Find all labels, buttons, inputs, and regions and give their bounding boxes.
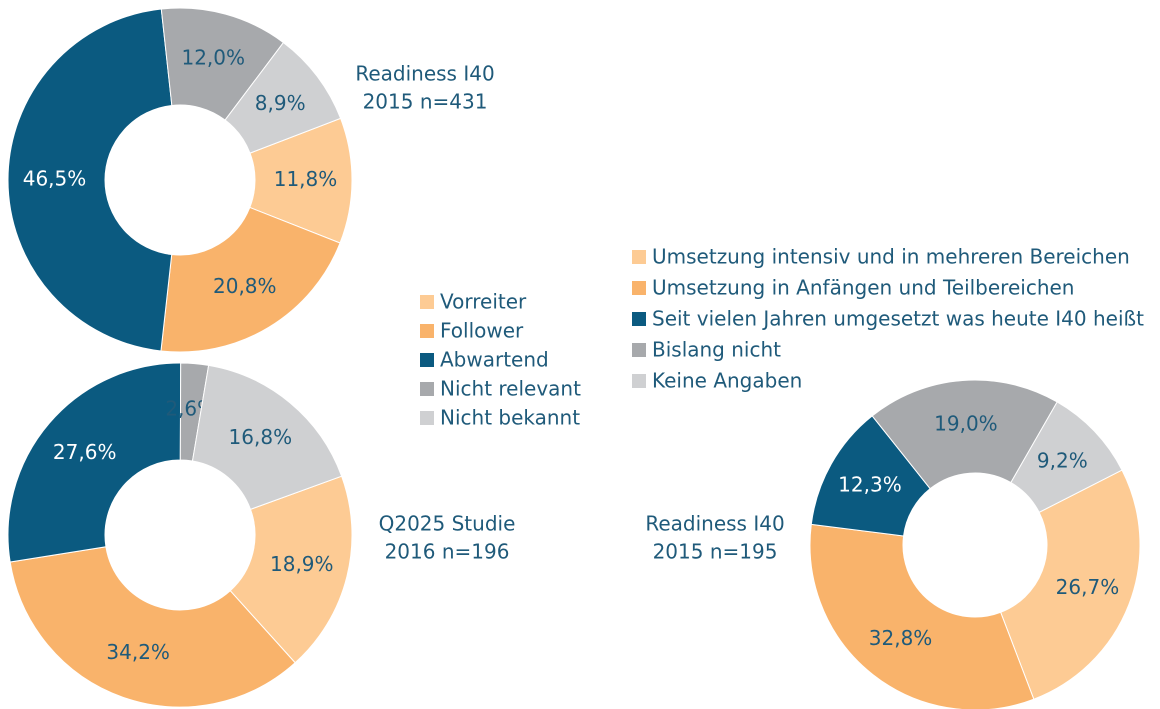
- legend-label: Nicht relevant: [440, 377, 581, 401]
- donut-slice: [1010, 401, 1123, 513]
- legend-swatch: [632, 374, 646, 388]
- slice-label: 27,6%: [53, 440, 117, 464]
- chart-title: Q2025 Studie: [379, 512, 516, 536]
- donut-slice: [871, 379, 1058, 490]
- slice-label: 12,3%: [838, 472, 902, 496]
- chart-subtitle: 2015 n=195: [653, 540, 778, 564]
- donut-slice: [160, 206, 341, 353]
- donut-slice: [7, 362, 182, 563]
- legend-label: Umsetzung in Anfängen und Teilbereichen: [652, 276, 1074, 300]
- slice-label: 18,9%: [270, 552, 334, 576]
- legend-swatch: [632, 281, 646, 295]
- donut-slice: [809, 523, 1035, 709]
- slice-label: 34,2%: [106, 640, 170, 664]
- slice-label: 12,0%: [181, 45, 245, 69]
- legend-swatch: [420, 411, 434, 425]
- legend-swatch: [632, 250, 646, 264]
- chart-title: Readiness I40: [645, 512, 784, 536]
- legend-swatch: [632, 343, 646, 357]
- slice-label: 32,8%: [869, 626, 933, 650]
- legend-label: Keine Angaben: [652, 369, 802, 393]
- legend-label: Follower: [440, 319, 524, 343]
- slice-label: 9,2%: [1037, 448, 1088, 472]
- slice-label: 19,0%: [934, 411, 998, 435]
- donut-slice: [229, 475, 353, 664]
- legend-swatch: [420, 382, 434, 396]
- legend-label: Bislang nicht: [652, 338, 781, 362]
- donut-slice: [224, 41, 342, 154]
- chart-subtitle: 2015 n=431: [363, 90, 488, 114]
- legend-label: Vorreiter: [440, 290, 527, 314]
- legend-label: Abwartend: [440, 348, 549, 372]
- legend-swatch: [420, 353, 434, 367]
- donut-slice: [191, 364, 343, 510]
- chart-subtitle: 2016 n=196: [385, 540, 510, 564]
- slice-label: 16,8%: [229, 425, 293, 449]
- slice-label: 26,7%: [1056, 575, 1120, 599]
- slice-label: 11,8%: [274, 167, 338, 191]
- donut-slice: [7, 8, 173, 352]
- legend-label: Umsetzung intensiv und in mehreren Berei…: [652, 245, 1130, 269]
- legend-swatch: [420, 324, 434, 338]
- legend-label: Seit vielen Jahren umgesetzt was heute I…: [652, 307, 1144, 331]
- slice-label: 46,5%: [23, 166, 87, 190]
- legend-swatch: [632, 312, 646, 326]
- slice-label: 20,8%: [213, 274, 277, 298]
- legend-swatch: [420, 295, 434, 309]
- chart-title: Readiness I40: [355, 62, 494, 86]
- legend-label: Nicht bekannt: [440, 406, 580, 430]
- slice-label: 8,9%: [255, 91, 306, 115]
- donut-slice: [1000, 469, 1141, 700]
- donut-slice: [9, 546, 296, 708]
